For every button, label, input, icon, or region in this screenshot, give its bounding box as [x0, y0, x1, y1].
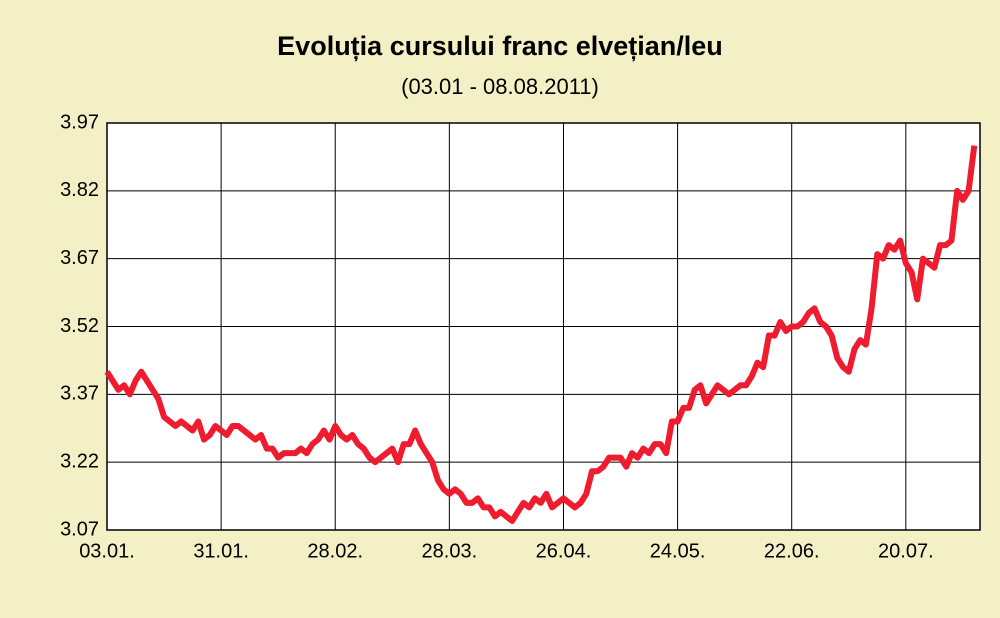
x-tick-label: 03.01. [79, 540, 135, 562]
y-tick-label: 3.82 [60, 179, 99, 201]
x-tick-label: 22.06. [764, 540, 820, 562]
y-tick-label: 3.67 [60, 247, 99, 269]
chart-title: Evoluția cursului franc elvețian/leu [277, 31, 723, 61]
y-tick-label: 3.52 [60, 315, 99, 337]
x-tick-label: 28.03. [422, 540, 478, 562]
chart-subtitle: (03.01 - 08.08.2011) [401, 74, 599, 99]
plot-border [106, 122, 981, 531]
y-tick-label: 3.07 [60, 518, 99, 540]
x-tick-label: 28.02. [307, 540, 363, 562]
x-tick-label: 31.01. [193, 540, 249, 562]
x-tick-label: 26.04. [536, 540, 592, 562]
line-series [104, 145, 978, 524]
x-tick-label: 20.07. [878, 540, 934, 562]
y-tick-label: 3.97 [60, 111, 99, 133]
y-tick-label: 3.37 [60, 383, 99, 405]
y-tick-label: 3.22 [60, 450, 99, 472]
x-tick-label: 24.05. [650, 540, 706, 562]
